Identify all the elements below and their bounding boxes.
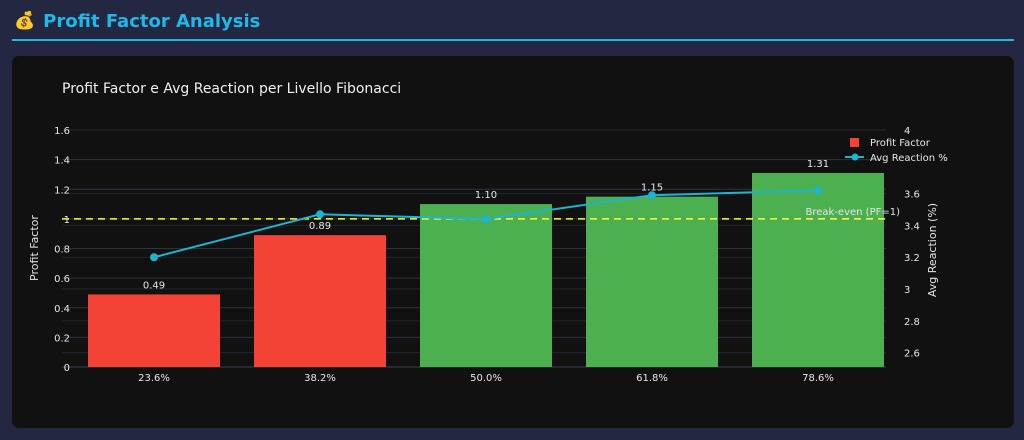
x-tick-label: 78.6% [802,373,834,384]
bar-data-label: 1.10 [475,190,497,201]
legend-profit-factor-swatch [850,138,859,147]
y2-tick-label: 3 [904,285,910,296]
avg-reaction-point [482,215,490,224]
y-tick-label: 1.2 [54,185,70,196]
y-axis-label: Profit Factor [28,215,41,281]
x-tick-label: 23.6% [138,373,170,384]
bar-61.8% [586,196,718,367]
y-tick-label: 0 [64,363,70,374]
bar-78.6% [752,172,884,367]
header-divider [12,39,1014,41]
breakeven-label: Break-even (PF=1) [806,207,901,218]
avg-reaction-point [316,210,324,219]
legend-avg-reaction[interactable]: Avg Reaction % [870,153,948,164]
avg-reaction-point [814,186,822,195]
section-header: 💰 Profit Factor Analysis [14,8,260,34]
money-bag-icon: 💰 [14,10,36,31]
x-tick-label: 50.0% [470,373,502,384]
y2-tick-label: 3.6 [904,190,920,201]
y2-tick-label: 2.6 [904,349,920,360]
bar-data-label: 1.15 [641,183,663,194]
y-tick-label: 0.6 [54,274,70,285]
bar-38.2% [254,235,386,367]
avg-reaction-point [150,253,158,262]
y-tick-label: 0.4 [54,304,70,315]
y2-tick-label: 3.2 [904,253,920,264]
y-tick-label: 1.4 [54,156,70,167]
bar-data-label: 1.31 [807,159,829,170]
avg-reaction-point [648,191,656,200]
chart-title: Profit Factor e Avg Reaction per Livello… [62,81,401,97]
legend-profit-factor[interactable]: Profit Factor [870,138,931,149]
x-tick-label: 61.8% [636,373,668,384]
y2-tick-label: 3.4 [904,221,920,232]
bar-data-label: 0.49 [143,280,165,291]
y-tick-label: 1.6 [54,126,70,137]
y2-tick-label: 4 [904,126,910,137]
legend-avg-reaction-marker [851,153,859,161]
bar-data-label: 0.89 [309,221,331,232]
bar-50.0% [420,204,552,367]
legend[interactable]: Profit Factor Avg Reaction % [845,138,948,164]
y-tick-label: 0.8 [54,245,70,256]
y2-tick-label: 2.8 [904,317,920,328]
section-title: Profit Factor Analysis [43,10,261,32]
x-tick-label: 38.2% [304,373,336,384]
y2-axis-label: Avg Reaction (%) [926,203,939,297]
bar-23.6% [88,294,220,367]
y-tick-label: 1 [64,215,70,226]
y-tick-label: 0.2 [54,333,70,344]
